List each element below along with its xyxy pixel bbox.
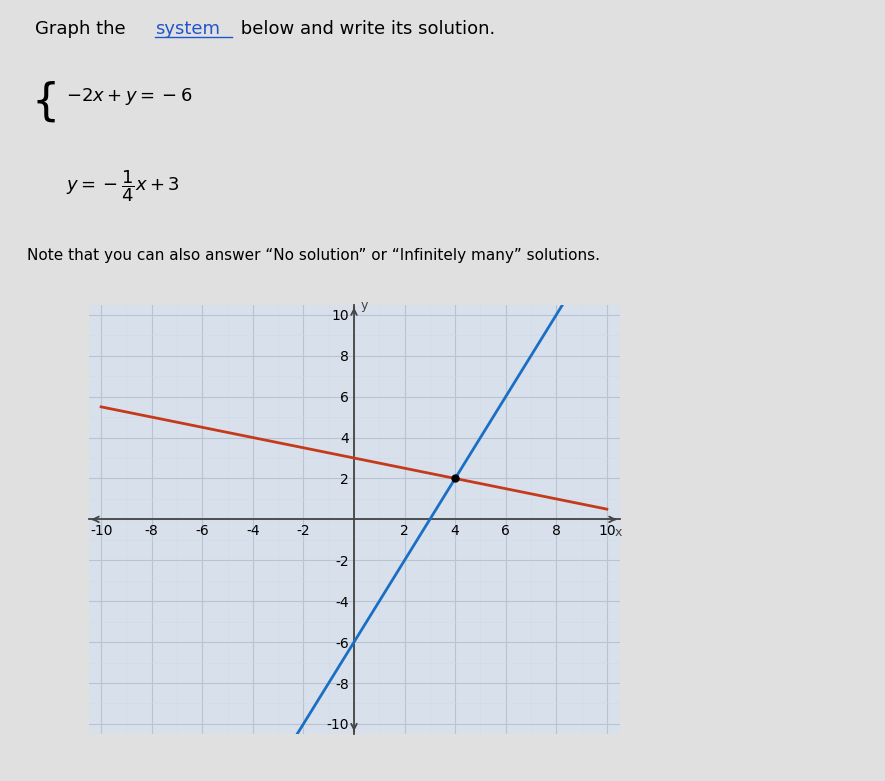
- Text: Graph the: Graph the: [35, 20, 132, 37]
- Text: below and write its solution.: below and write its solution.: [235, 20, 495, 37]
- Text: $y=-\dfrac{1}{4}x+3$: $y=-\dfrac{1}{4}x+3$: [66, 169, 181, 205]
- Text: $\{$: $\{$: [31, 79, 56, 124]
- Text: y: y: [360, 298, 367, 312]
- Text: x: x: [614, 526, 622, 539]
- Text: Note that you can also answer “No solution” or “Infinitely many” solutions.: Note that you can also answer “No soluti…: [27, 248, 599, 263]
- Text: $-2x+y=-6$: $-2x+y=-6$: [66, 86, 193, 107]
- Text: system: system: [155, 20, 219, 37]
